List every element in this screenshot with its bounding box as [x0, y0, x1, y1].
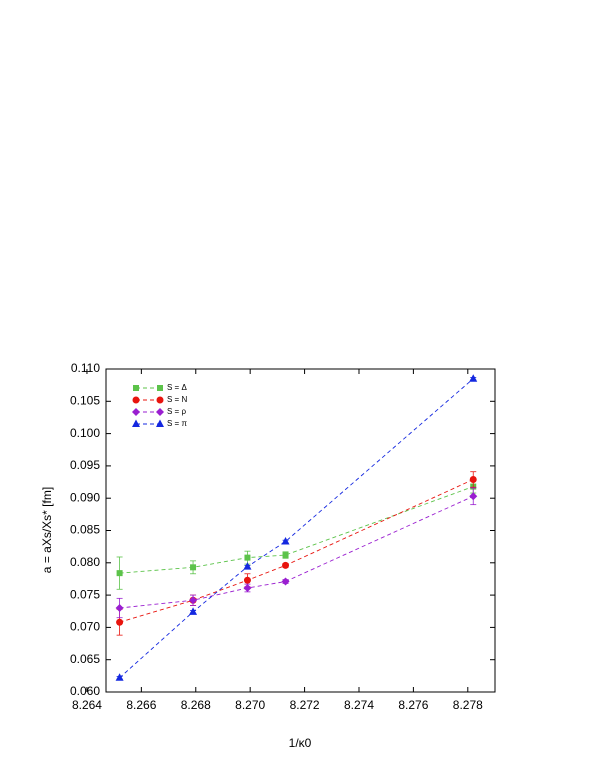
legend-marker — [132, 396, 140, 404]
plot-frame — [105, 368, 496, 693]
marker — [282, 552, 289, 559]
y-tick-label: 0.105 — [70, 393, 100, 407]
y-tick-label: 0.075 — [70, 587, 100, 601]
marker — [189, 596, 198, 605]
y-tick-label: 0.065 — [70, 652, 100, 666]
legend-marker — [132, 408, 140, 416]
y-tick-label: 0.095 — [70, 458, 100, 472]
marker — [243, 583, 252, 592]
marker — [115, 673, 124, 681]
legend-marker — [156, 408, 164, 416]
x-tick-label: 8.272 — [290, 698, 320, 712]
marker — [243, 562, 252, 570]
legend-label: S = N — [167, 395, 187, 404]
marker — [116, 618, 124, 626]
x-tick-label: 8.276 — [398, 698, 428, 712]
marker — [282, 561, 290, 569]
marker — [281, 577, 290, 586]
legend-label: S = ρ — [167, 407, 186, 416]
x-tick-label: 8.274 — [344, 698, 374, 712]
x-axis-label: 1/κ0 — [289, 736, 312, 750]
legend-marker — [132, 419, 140, 427]
marker — [281, 536, 290, 545]
marker — [116, 570, 123, 577]
x-tick-label: 8.268 — [181, 698, 211, 712]
legend-label: S = π — [167, 419, 187, 428]
x-tick-label: 8.266 — [126, 698, 156, 712]
marker — [189, 607, 198, 615]
x-tick-label: 8.264 — [72, 698, 102, 712]
y-tick-label: 0.110 — [71, 361, 100, 375]
marker — [469, 374, 478, 382]
y-tick-label: 0.090 — [70, 490, 100, 504]
marker — [469, 492, 478, 501]
series-line — [119, 486, 474, 574]
marker — [244, 554, 251, 561]
y-axis-label: a = aXs/Xs* [fm] — [40, 487, 54, 573]
y-tick-label: 0.085 — [70, 523, 100, 537]
x-tick-label: 8.278 — [453, 698, 483, 712]
y-tick-label: 0.060 — [70, 684, 100, 698]
marker — [115, 604, 124, 613]
y-tick-label: 0.100 — [70, 426, 100, 440]
legend-marker — [156, 419, 164, 427]
y-tick-label: 0.070 — [70, 620, 100, 634]
y-tick-label: 0.080 — [70, 555, 100, 569]
legend-marker — [157, 385, 163, 391]
x-tick-label: 8.270 — [235, 698, 265, 712]
marker — [243, 576, 251, 584]
marker — [190, 564, 197, 571]
legend-label: S = Δ — [167, 383, 187, 392]
series-line — [119, 495, 474, 609]
marker — [469, 475, 477, 483]
legend-marker — [156, 396, 164, 404]
legend-marker — [133, 385, 139, 391]
